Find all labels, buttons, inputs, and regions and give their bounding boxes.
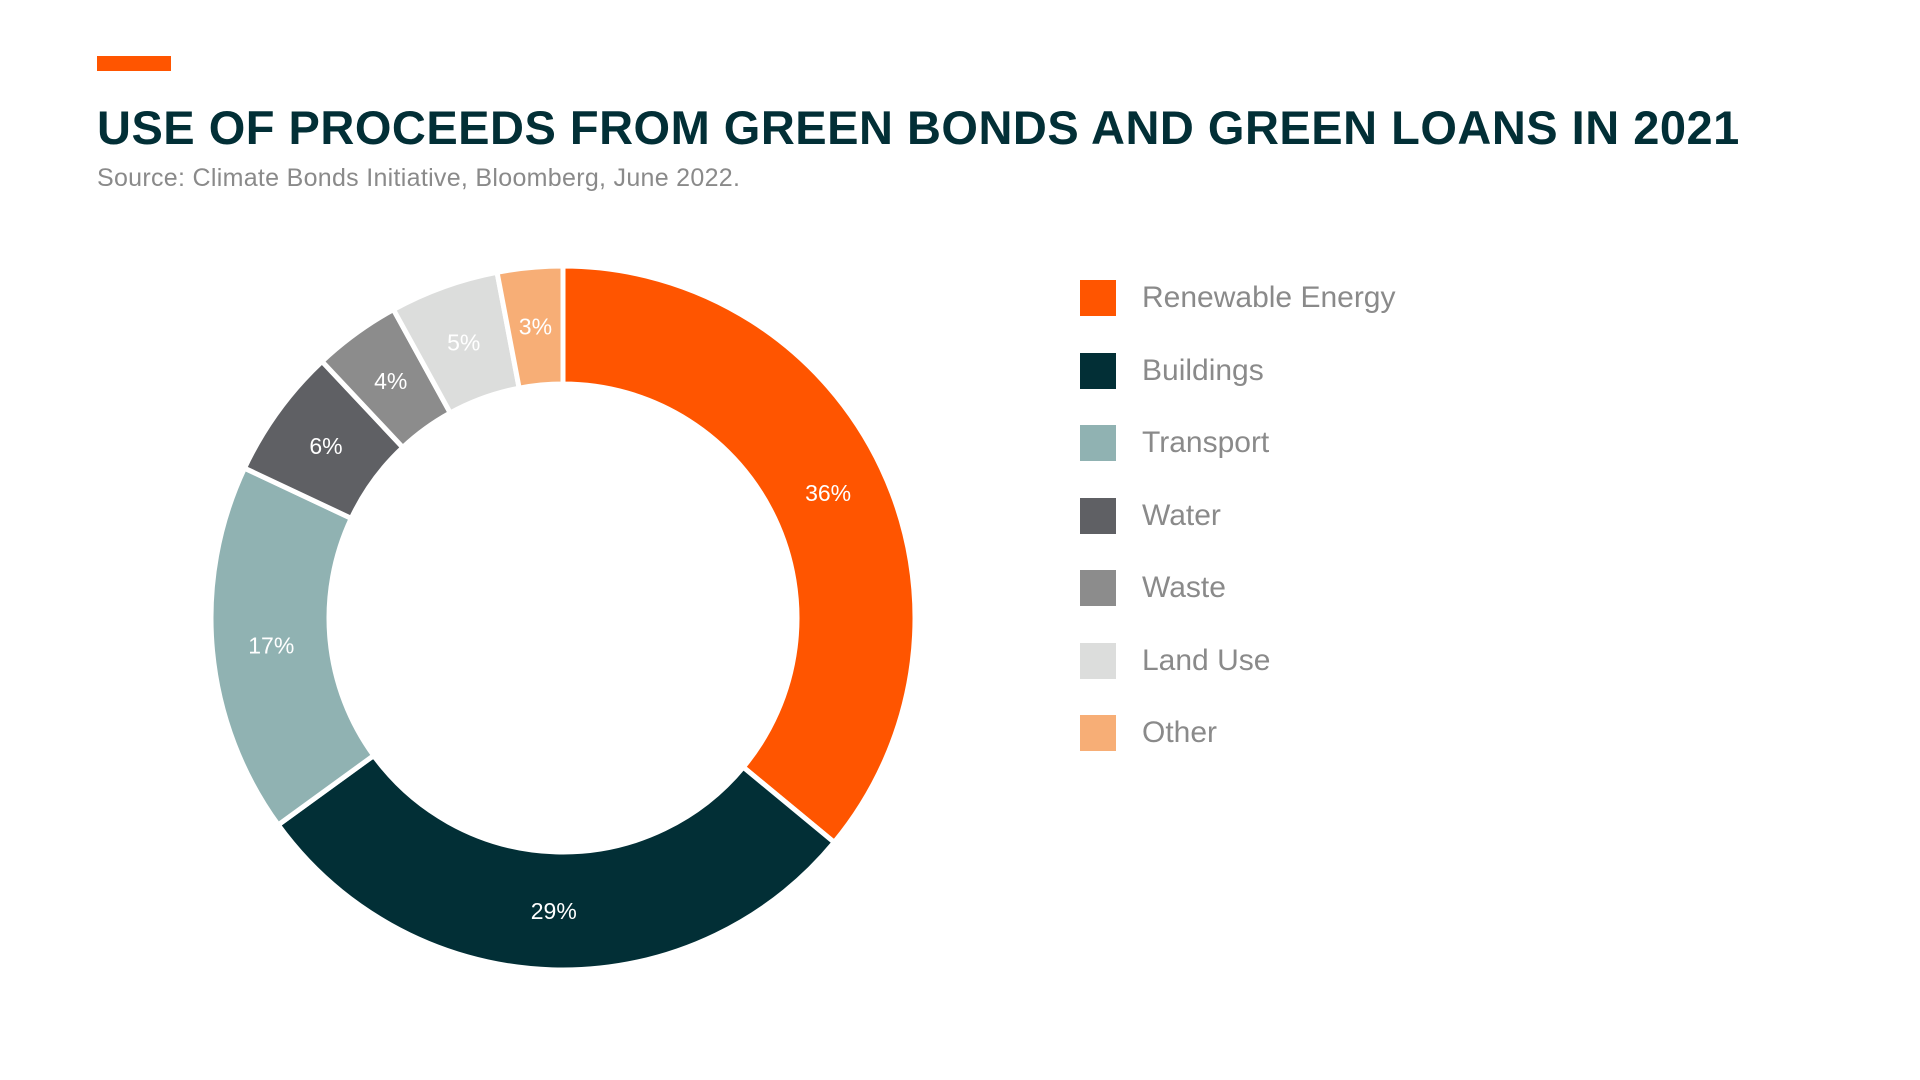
legend-label: Land Use	[1142, 643, 1271, 677]
legend-swatch	[1080, 570, 1116, 606]
legend-label: Transport	[1142, 426, 1270, 459]
legend-item-renewable-energy: Renewable Energy	[1080, 280, 1396, 316]
slice-label-renewable-energy: 36%	[805, 480, 851, 506]
legend-swatch	[1080, 425, 1116, 461]
slice-label-other: 3%	[519, 313, 552, 339]
legend-swatch	[1080, 352, 1116, 389]
slice-label-land-use: 5%	[447, 329, 480, 355]
legend-item-land-use: Land Use	[1080, 642, 1396, 679]
slice-label-buildings: 29%	[531, 898, 577, 924]
legend-item-buildings: Buildings	[1080, 352, 1396, 389]
slice-label-waste: 4%	[374, 368, 407, 394]
legend-swatch	[1080, 715, 1116, 751]
legend-swatch	[1080, 497, 1116, 534]
legend-label: Waste	[1142, 571, 1226, 604]
accent-bar	[97, 56, 171, 71]
legend-item-water: Water	[1080, 497, 1396, 534]
legend-label: Buildings	[1142, 353, 1264, 387]
legend-label: Renewable Energy	[1142, 281, 1396, 314]
chart-title: USE OF PROCEEDS FROM GREEN BONDS AND GRE…	[97, 101, 1740, 154]
chart-source: Source: Climate Bonds Initiative, Bloomb…	[97, 164, 741, 192]
slice-label-transport: 17%	[248, 633, 294, 659]
slice-label-water: 6%	[309, 433, 342, 459]
legend-item-waste: Waste	[1080, 570, 1396, 606]
legend-item-transport: Transport	[1080, 425, 1396, 461]
chart-legend: Renewable Energy Buildings Transport Water W…	[1080, 280, 1396, 788]
legend-swatch	[1080, 280, 1116, 316]
slice-renewable-energy	[560, 263, 918, 846]
slice-transport	[208, 464, 378, 829]
slice-other	[494, 263, 566, 392]
legend-swatch	[1080, 642, 1116, 679]
legend-label: Water	[1142, 498, 1221, 532]
legend-item-other: Other	[1080, 715, 1396, 751]
slice-buildings	[274, 752, 838, 973]
legend-label: Other	[1142, 716, 1218, 749]
